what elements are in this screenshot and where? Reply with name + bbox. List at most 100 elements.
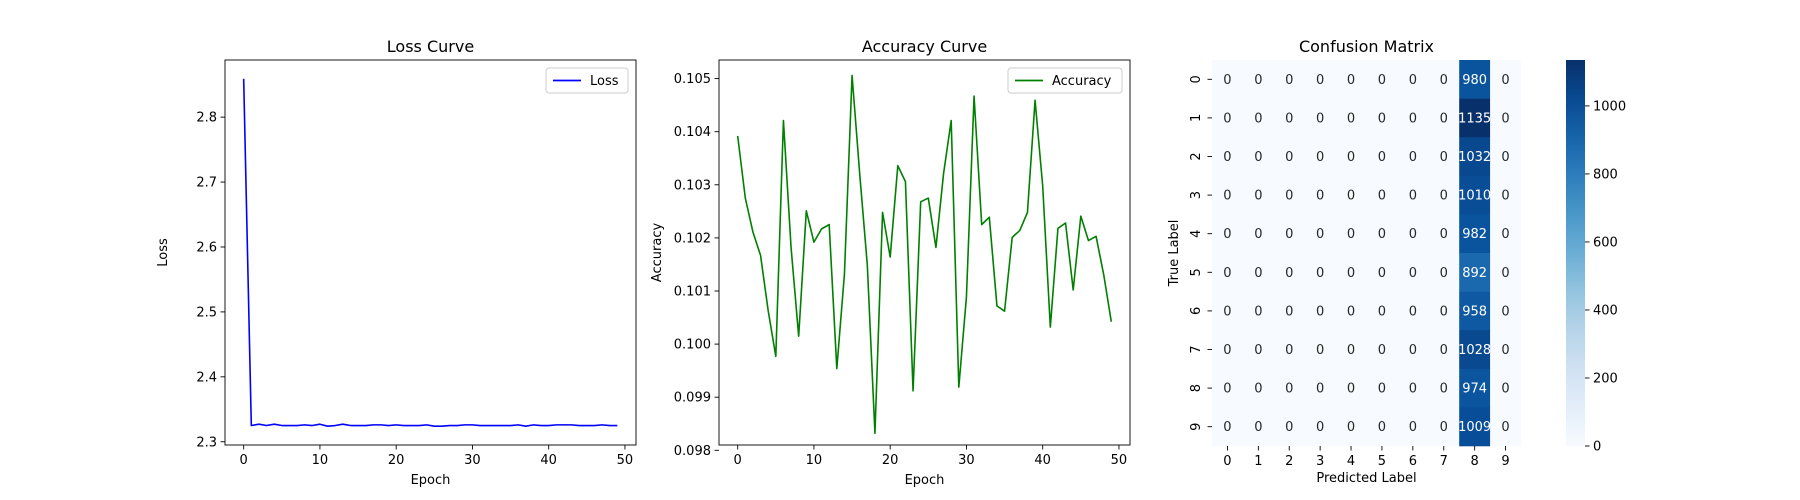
heatmap-cell-value: 0: [1347, 227, 1355, 242]
heatmap-cell: [1273, 330, 1305, 370]
heatmap-cell-value: 0: [1409, 73, 1417, 88]
colorbar-tick-label: 400: [1593, 303, 1618, 318]
heatmap-cell: [1490, 291, 1522, 331]
heatmap-cell-value: 958: [1462, 304, 1487, 319]
heatmap-cell: [1212, 137, 1244, 177]
loss-y-tick-label: 2.5: [196, 305, 217, 320]
heatmap-cell: [1366, 98, 1398, 138]
loss-x-axis-label: Epoch: [411, 473, 451, 488]
heatmap-cell-value: 0: [1254, 150, 1262, 165]
heatmap-cell: [1273, 407, 1305, 447]
heatmap-cell-value: 1028: [1458, 343, 1491, 358]
accuracy-plot-frame: [718, 59, 1131, 446]
heatmap-cell: [1273, 291, 1305, 331]
accuracy-y-tick-label: 0.098: [674, 444, 711, 459]
heatmap-cell: [1212, 330, 1244, 370]
heatmap-cell-value: 0: [1285, 382, 1293, 397]
heatmap-x-tick-label: 8: [1471, 454, 1479, 469]
heatmap-cell-value: 982: [1462, 227, 1487, 242]
heatmap-y-tick-label: 2: [1189, 152, 1204, 160]
heatmap-cell: [1397, 137, 1429, 177]
heatmap-x-tick-label: 7: [1440, 454, 1448, 469]
heatmap-x-tick-label: 0: [1223, 454, 1231, 469]
accuracy-x-axis-label: Epoch: [905, 473, 945, 488]
heatmap-cell-value: 0: [1378, 111, 1386, 126]
heatmap-cell: [1212, 98, 1244, 138]
heatmap-x-tick-label: 9: [1501, 454, 1509, 469]
heatmap-cell: [1428, 214, 1460, 254]
heatmap-cell: [1212, 407, 1244, 447]
heatmap-x-tick-label: 6: [1409, 454, 1417, 469]
accuracy-legend-box: [1007, 67, 1123, 94]
colorbar-tick-label: 0: [1593, 440, 1601, 455]
heatmap-cell: [1428, 291, 1460, 331]
heatmap-y-tick-label: 4: [1189, 230, 1204, 238]
heatmap-cell-value: 0: [1223, 111, 1231, 126]
heatmap-cell-value: 0: [1316, 150, 1324, 165]
heatmap-cell-value: 0: [1501, 266, 1509, 281]
colorbar-tick-label: 1000: [1593, 99, 1626, 114]
heatmap-cell: [1304, 175, 1336, 215]
heatmap-cell: [1273, 253, 1305, 292]
heatmap-cell: [1273, 60, 1305, 99]
heatmap-cell-value: 0: [1501, 111, 1509, 126]
colorbar-tick-label: 600: [1593, 235, 1618, 250]
heatmap-cell: [1397, 330, 1429, 370]
heatmap-cell-value: 0: [1223, 73, 1231, 88]
heatmap-cell-value: 0: [1409, 189, 1417, 204]
accuracy-y-tick-label: 0.099: [674, 391, 711, 406]
accuracy-y-tick-label: 0.104: [674, 125, 711, 140]
heatmap-cell-value: 0: [1223, 227, 1231, 242]
heatmap-cell: [1212, 291, 1244, 331]
heatmap-cell: [1212, 253, 1244, 292]
heatmap-cell-value: 980: [1462, 73, 1487, 88]
accuracy-x-tick-label: 30: [958, 453, 975, 468]
heatmap-cell: [1490, 137, 1522, 177]
accuracy-title: Accuracy Curve: [862, 37, 987, 56]
heatmap-cell: [1335, 407, 1367, 447]
heatmap-cell-value: 0: [1440, 304, 1448, 319]
heatmap-cell-value: 1009: [1458, 420, 1491, 435]
heatmap-y-tick-label: 6: [1189, 307, 1204, 315]
heatmap-cell-value: 0: [1347, 111, 1355, 126]
heatmap-cell-value: 0: [1316, 189, 1324, 204]
heatmap-cell: [1490, 175, 1522, 215]
heatmap-cell-value: 0: [1440, 150, 1448, 165]
heatmap-cell-value: 1032: [1458, 150, 1491, 165]
heatmap-cell-value: 0: [1409, 382, 1417, 397]
heatmap-cell: [1428, 175, 1460, 215]
accuracy-series-line-0: [736, 74, 1113, 435]
heatmap-cell-value: 0: [1347, 343, 1355, 358]
heatmap-y-tick-label: 1: [1189, 114, 1204, 122]
heatmap-x-tick-label: 1: [1254, 454, 1262, 469]
heatmap-cell-value: 0: [1223, 382, 1231, 397]
heatmap-cell-value: 0: [1409, 420, 1417, 435]
heatmap-cell-value: 0: [1316, 111, 1324, 126]
loss-y-tick-label: 2.6: [196, 240, 217, 255]
heatmap-cell: [1397, 98, 1429, 138]
heatmap-cell-value: 0: [1316, 304, 1324, 319]
heatmap-cell: [1242, 98, 1275, 138]
heatmap-cell-value: 0: [1316, 382, 1324, 397]
heatmap-cell-value: 0: [1285, 73, 1293, 88]
confusion-matrix-title: Confusion Matrix: [1299, 37, 1434, 56]
heatmap-y-tick-label: 0: [1189, 75, 1204, 83]
colorbar-tick-label: 800: [1593, 167, 1618, 182]
heatmap-cell: [1459, 98, 1491, 138]
heatmap-cell: [1490, 330, 1522, 370]
heatmap-y-tick-label: 7: [1189, 345, 1204, 353]
heatmap-cell: [1459, 330, 1491, 370]
heatmap-cell: [1428, 407, 1460, 447]
heatmap-cell: [1242, 137, 1275, 177]
loss-x-tick-label: 40: [540, 453, 557, 468]
accuracy-x-tick-label: 10: [806, 453, 823, 468]
accuracy-y-tick-label: 0.103: [674, 178, 711, 193]
heatmap-cell: [1304, 407, 1336, 447]
heatmap-cell-value: 0: [1285, 111, 1293, 126]
heatmap-cell: [1304, 330, 1336, 370]
heatmap-cell: [1335, 60, 1367, 99]
heatmap-y-tick-label: 5: [1189, 268, 1204, 276]
heatmap-cell: [1242, 60, 1275, 99]
heatmap-cell-value: 0: [1378, 420, 1386, 435]
heatmap-cell: [1366, 175, 1398, 215]
